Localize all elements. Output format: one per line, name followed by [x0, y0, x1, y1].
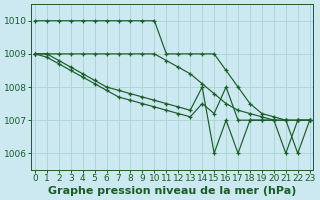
- X-axis label: Graphe pression niveau de la mer (hPa): Graphe pression niveau de la mer (hPa): [48, 186, 297, 196]
